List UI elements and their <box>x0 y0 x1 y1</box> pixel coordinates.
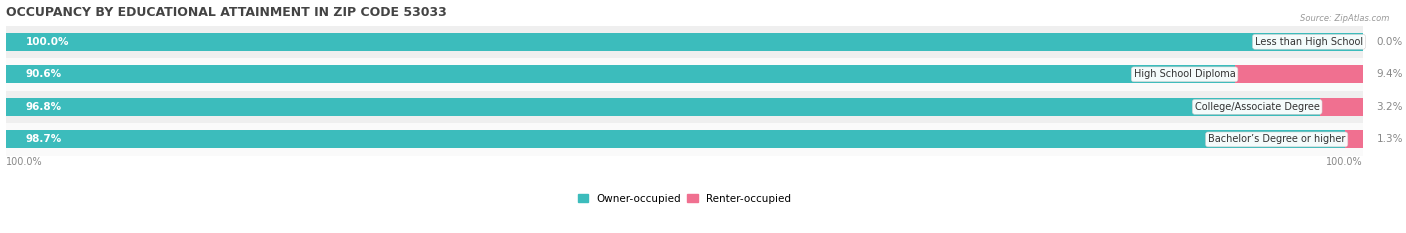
Bar <box>6 33 1362 51</box>
Bar <box>6 58 1362 91</box>
Text: Less than High School: Less than High School <box>1256 37 1362 47</box>
Text: OCCUPANCY BY EDUCATIONAL ATTAINMENT IN ZIP CODE 53033: OCCUPANCY BY EDUCATIONAL ATTAINMENT IN Z… <box>6 6 446 19</box>
Text: 0.0%: 0.0% <box>1376 37 1403 47</box>
Text: 100.0%: 100.0% <box>6 157 42 167</box>
Bar <box>1346 130 1362 148</box>
Text: 90.6%: 90.6% <box>25 69 62 79</box>
Bar <box>6 123 1362 156</box>
Text: 98.7%: 98.7% <box>25 134 62 144</box>
Text: 9.4%: 9.4% <box>1376 69 1403 79</box>
Bar <box>6 91 1362 123</box>
Bar <box>6 98 1320 116</box>
Text: 100.0%: 100.0% <box>25 37 69 47</box>
Bar <box>1320 98 1362 116</box>
Text: Bachelor’s Degree or higher: Bachelor’s Degree or higher <box>1208 134 1346 144</box>
Text: 1.3%: 1.3% <box>1376 134 1403 144</box>
Bar <box>6 130 1346 148</box>
Bar <box>1236 65 1362 83</box>
Bar <box>6 26 1362 58</box>
Text: 3.2%: 3.2% <box>1376 102 1403 112</box>
Text: College/Associate Degree: College/Associate Degree <box>1195 102 1320 112</box>
Text: 100.0%: 100.0% <box>1326 157 1362 167</box>
Bar <box>6 65 1236 83</box>
Text: High School Diploma: High School Diploma <box>1133 69 1236 79</box>
Text: Source: ZipAtlas.com: Source: ZipAtlas.com <box>1299 14 1389 23</box>
Text: 96.8%: 96.8% <box>25 102 62 112</box>
Legend: Owner-occupied, Renter-occupied: Owner-occupied, Renter-occupied <box>574 190 796 208</box>
